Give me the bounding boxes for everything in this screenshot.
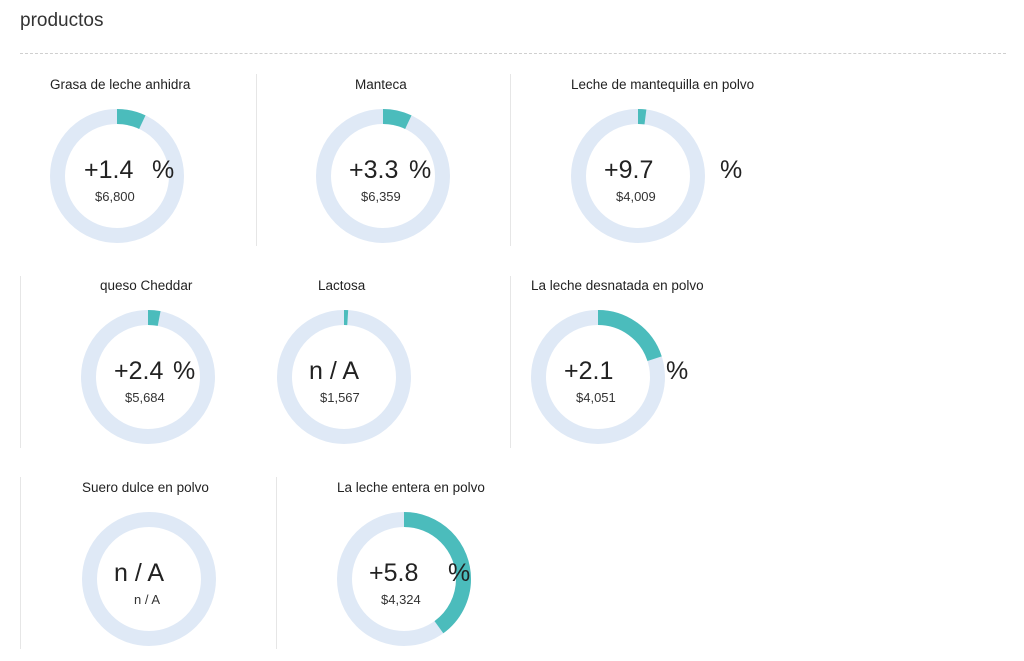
- product-name: La leche entera en polvo: [337, 480, 485, 495]
- gauge-fill: [316, 109, 450, 243]
- gauge-track: [82, 512, 216, 646]
- column-divider: [20, 276, 21, 448]
- page-title: productos: [20, 10, 104, 31]
- change-value: n / A: [114, 559, 165, 587]
- header-divider: [20, 53, 1006, 54]
- gauge-svg: [82, 512, 216, 646]
- price-value: n / A: [134, 592, 161, 607]
- product-name: Suero dulce en polvo: [82, 480, 209, 495]
- percent-sign: %: [152, 156, 175, 184]
- change-value: n / A: [309, 357, 360, 385]
- price-value: $4,324: [381, 592, 421, 607]
- gauge-svg: [316, 109, 450, 243]
- column-divider: [256, 74, 257, 246]
- product-name: Leche de mantequilla en polvo: [571, 77, 755, 92]
- change-gauge: [277, 310, 411, 444]
- change-value: +9.7: [604, 156, 654, 184]
- price-value: $4,009: [616, 189, 656, 204]
- gauge-svg: [50, 109, 184, 243]
- price-value: $1,567: [320, 390, 360, 405]
- percent-sign: %: [173, 357, 196, 385]
- change-gauge: [50, 109, 184, 243]
- change-value: +3.3: [349, 156, 399, 184]
- percent-sign: %: [448, 559, 471, 587]
- gauge-fill: [337, 512, 471, 646]
- change-gauge: [316, 109, 450, 243]
- gauge-fill: [50, 109, 184, 243]
- change-value: +2.1: [564, 357, 614, 385]
- change-gauge: [571, 109, 705, 243]
- gauge-fill: [571, 109, 705, 243]
- gauge-fill: [277, 310, 411, 444]
- change-value: +5.8: [369, 559, 419, 587]
- column-divider: [20, 477, 21, 649]
- change-value: +2.4: [114, 357, 164, 385]
- price-value: $5,684: [125, 390, 165, 405]
- gauge-svg: [571, 109, 705, 243]
- change-gauge: [81, 310, 215, 444]
- gauge-svg: [277, 310, 411, 444]
- percent-sign: %: [409, 156, 432, 184]
- change-gauge: [531, 310, 665, 444]
- percent-sign: %: [720, 156, 743, 184]
- gauge-svg: [531, 310, 665, 444]
- column-divider: [276, 477, 277, 649]
- change-gauge: [337, 512, 471, 646]
- column-divider: [510, 276, 511, 448]
- gauge-svg: [337, 512, 471, 646]
- price-value: $6,359: [361, 189, 401, 204]
- product-name: queso Cheddar: [100, 278, 193, 293]
- product-name: Lactosa: [318, 278, 366, 293]
- change-gauge: [82, 512, 216, 646]
- price-value: $4,051: [576, 390, 616, 405]
- change-value: +1.4: [84, 156, 134, 184]
- column-divider: [510, 74, 511, 246]
- product-name: Manteca: [355, 77, 407, 92]
- product-name: La leche desnatada en polvo: [531, 278, 704, 293]
- gauge-svg: [81, 310, 215, 444]
- percent-sign: %: [666, 357, 689, 385]
- gauge-fill: [531, 310, 665, 444]
- price-value: $6,800: [95, 189, 135, 204]
- gauge-fill: [81, 310, 215, 444]
- product-name: Grasa de leche anhidra: [50, 77, 191, 92]
